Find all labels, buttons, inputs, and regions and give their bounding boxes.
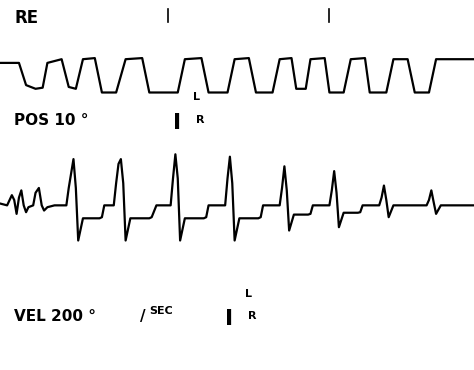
Text: R: R xyxy=(248,311,256,321)
Text: POS 10 °: POS 10 ° xyxy=(14,113,89,128)
Text: RE: RE xyxy=(14,9,38,27)
Text: L: L xyxy=(245,289,252,299)
Text: /: / xyxy=(140,309,146,324)
Text: SEC: SEC xyxy=(149,306,173,316)
Text: I: I xyxy=(173,113,181,133)
Text: VEL 200 °: VEL 200 ° xyxy=(14,309,96,324)
Text: R: R xyxy=(196,115,204,125)
Text: I: I xyxy=(225,309,233,329)
Text: L: L xyxy=(193,92,200,102)
